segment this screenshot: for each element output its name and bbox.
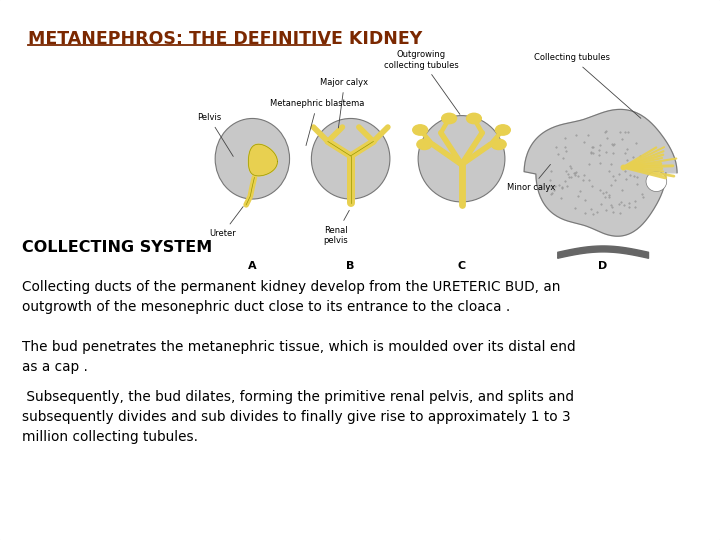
Circle shape — [495, 125, 510, 135]
Circle shape — [417, 139, 432, 150]
Circle shape — [491, 139, 506, 150]
Polygon shape — [248, 144, 277, 176]
Text: COLLECTING SYSTEM: COLLECTING SYSTEM — [22, 240, 212, 255]
Text: D: D — [598, 261, 607, 271]
Ellipse shape — [646, 171, 667, 192]
Text: Major calyx: Major calyx — [320, 78, 369, 128]
Text: Minor calyx: Minor calyx — [507, 164, 555, 192]
Ellipse shape — [215, 118, 289, 199]
Text: Outgrowing
collecting tubules: Outgrowing collecting tubules — [384, 50, 460, 114]
Text: C: C — [457, 261, 466, 271]
Text: Metanephric blastema: Metanephric blastema — [270, 99, 364, 146]
Text: METANEPHROS: THE DEFINITIVE KIDNEY: METANEPHROS: THE DEFINITIVE KIDNEY — [28, 30, 422, 48]
Circle shape — [413, 125, 428, 135]
Text: Subsequently, the bud dilates, forming the primitive renal pelvis, and splits an: Subsequently, the bud dilates, forming t… — [22, 390, 574, 444]
Text: B: B — [346, 261, 355, 271]
Ellipse shape — [311, 118, 390, 199]
Text: Renal
pelvis: Renal pelvis — [323, 211, 349, 245]
Text: Pelvis: Pelvis — [197, 113, 233, 157]
Circle shape — [467, 113, 482, 124]
Text: The bud penetrates the metanephric tissue, which is moulded over its distal end
: The bud penetrates the metanephric tissu… — [22, 340, 575, 374]
Text: Collecting ducts of the permanent kidney develop from the URETERIC BUD, an
outgr: Collecting ducts of the permanent kidney… — [22, 280, 560, 314]
Text: A: A — [248, 261, 256, 271]
Text: Ureter: Ureter — [210, 207, 243, 238]
Text: Collecting tubules: Collecting tubules — [534, 53, 641, 118]
Ellipse shape — [418, 116, 505, 202]
Polygon shape — [524, 110, 677, 236]
Circle shape — [441, 113, 456, 124]
